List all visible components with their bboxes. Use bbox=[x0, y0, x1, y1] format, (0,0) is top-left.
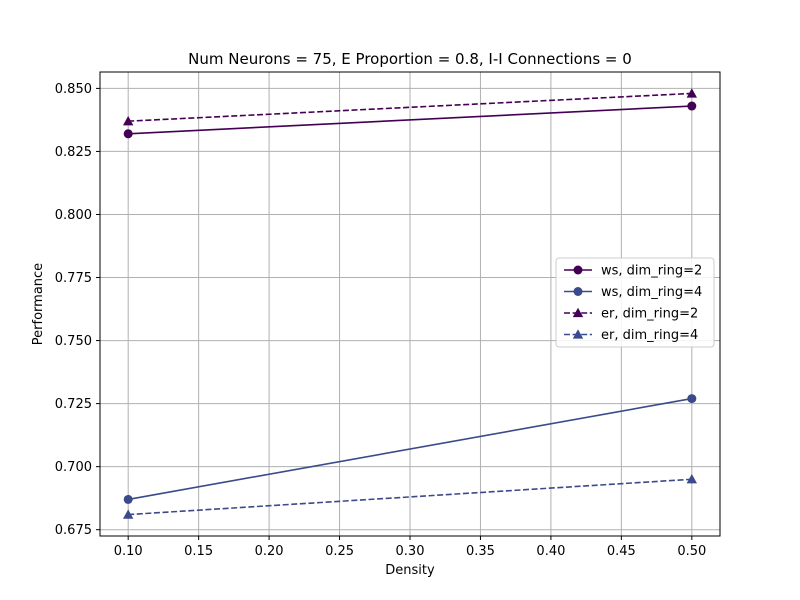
series-line bbox=[128, 397, 692, 501]
x-tick-label: 0.30 bbox=[396, 544, 425, 559]
y-tick-label: 0.800 bbox=[55, 208, 92, 223]
legend-marker bbox=[573, 265, 583, 275]
x-tick-label: 0.45 bbox=[607, 544, 636, 559]
data-point bbox=[686, 88, 698, 98]
series-0 bbox=[123, 101, 697, 139]
axis-ticks: 0.10 0.15 0.20 0.25 0.30 0.35 0.40 0.45 0.50 0.67… bbox=[55, 82, 707, 559]
x-tick-label: 0.20 bbox=[255, 544, 284, 559]
legend-label: ws, dim_ring=4 bbox=[601, 285, 702, 300]
data-point bbox=[122, 509, 134, 519]
x-tick-label: 0.50 bbox=[677, 544, 706, 559]
series-line bbox=[128, 92, 692, 122]
y-tick-label: 0.775 bbox=[55, 271, 92, 286]
data-point bbox=[687, 394, 697, 404]
legend-box bbox=[555, 257, 715, 348]
series-3 bbox=[122, 474, 698, 519]
legend-marker bbox=[572, 329, 584, 339]
x-tick-label: 0.35 bbox=[466, 544, 495, 559]
y-tick-label: 0.825 bbox=[55, 145, 92, 160]
x-axis-label: Density bbox=[385, 563, 435, 578]
series-layer bbox=[122, 88, 698, 519]
data-point bbox=[123, 494, 133, 504]
y-tick-label: 0.850 bbox=[55, 82, 92, 97]
legend-label: ws, dim_ring=2 bbox=[601, 264, 702, 279]
legend-marker bbox=[573, 287, 583, 296]
legend: ws, dim_ring=2 ws, dim_ring=4 er, dim_ring… bbox=[555, 257, 715, 348]
legend-entry: ws, dim_ring=4 bbox=[564, 285, 702, 300]
y-tick-label: 0.675 bbox=[55, 523, 92, 538]
x-tick-label: 0.25 bbox=[325, 544, 354, 559]
y-tick-label: 0.750 bbox=[55, 334, 92, 349]
y-tick-label: 0.700 bbox=[55, 460, 92, 475]
legend-entry: ws, dim_ring=2 bbox=[564, 264, 702, 279]
x-tick-label: 0.40 bbox=[536, 544, 565, 559]
data-point bbox=[687, 101, 697, 111]
x-tick-label: 0.15 bbox=[184, 544, 213, 559]
y-tick-label: 0.725 bbox=[55, 397, 92, 412]
legend-label: er, dim_ring=4 bbox=[601, 328, 698, 343]
y-axis-label: Performance bbox=[31, 263, 46, 345]
series-1 bbox=[123, 394, 697, 504]
chart-title: Num Neurons = 75, E Proportion = 0.8, I-… bbox=[188, 50, 632, 68]
series-line bbox=[128, 105, 692, 135]
data-point bbox=[686, 474, 698, 484]
data-point bbox=[123, 129, 133, 139]
data-point bbox=[122, 115, 134, 126]
legend-entry: er, dim_ring=2 bbox=[564, 307, 698, 322]
series-2 bbox=[122, 88, 698, 126]
x-tick-label: 0.10 bbox=[114, 544, 143, 559]
legend-entry: er, dim_ring=4 bbox=[564, 328, 698, 343]
legend-label: er, dim_ring=2 bbox=[601, 307, 698, 322]
legend-marker bbox=[572, 307, 584, 318]
